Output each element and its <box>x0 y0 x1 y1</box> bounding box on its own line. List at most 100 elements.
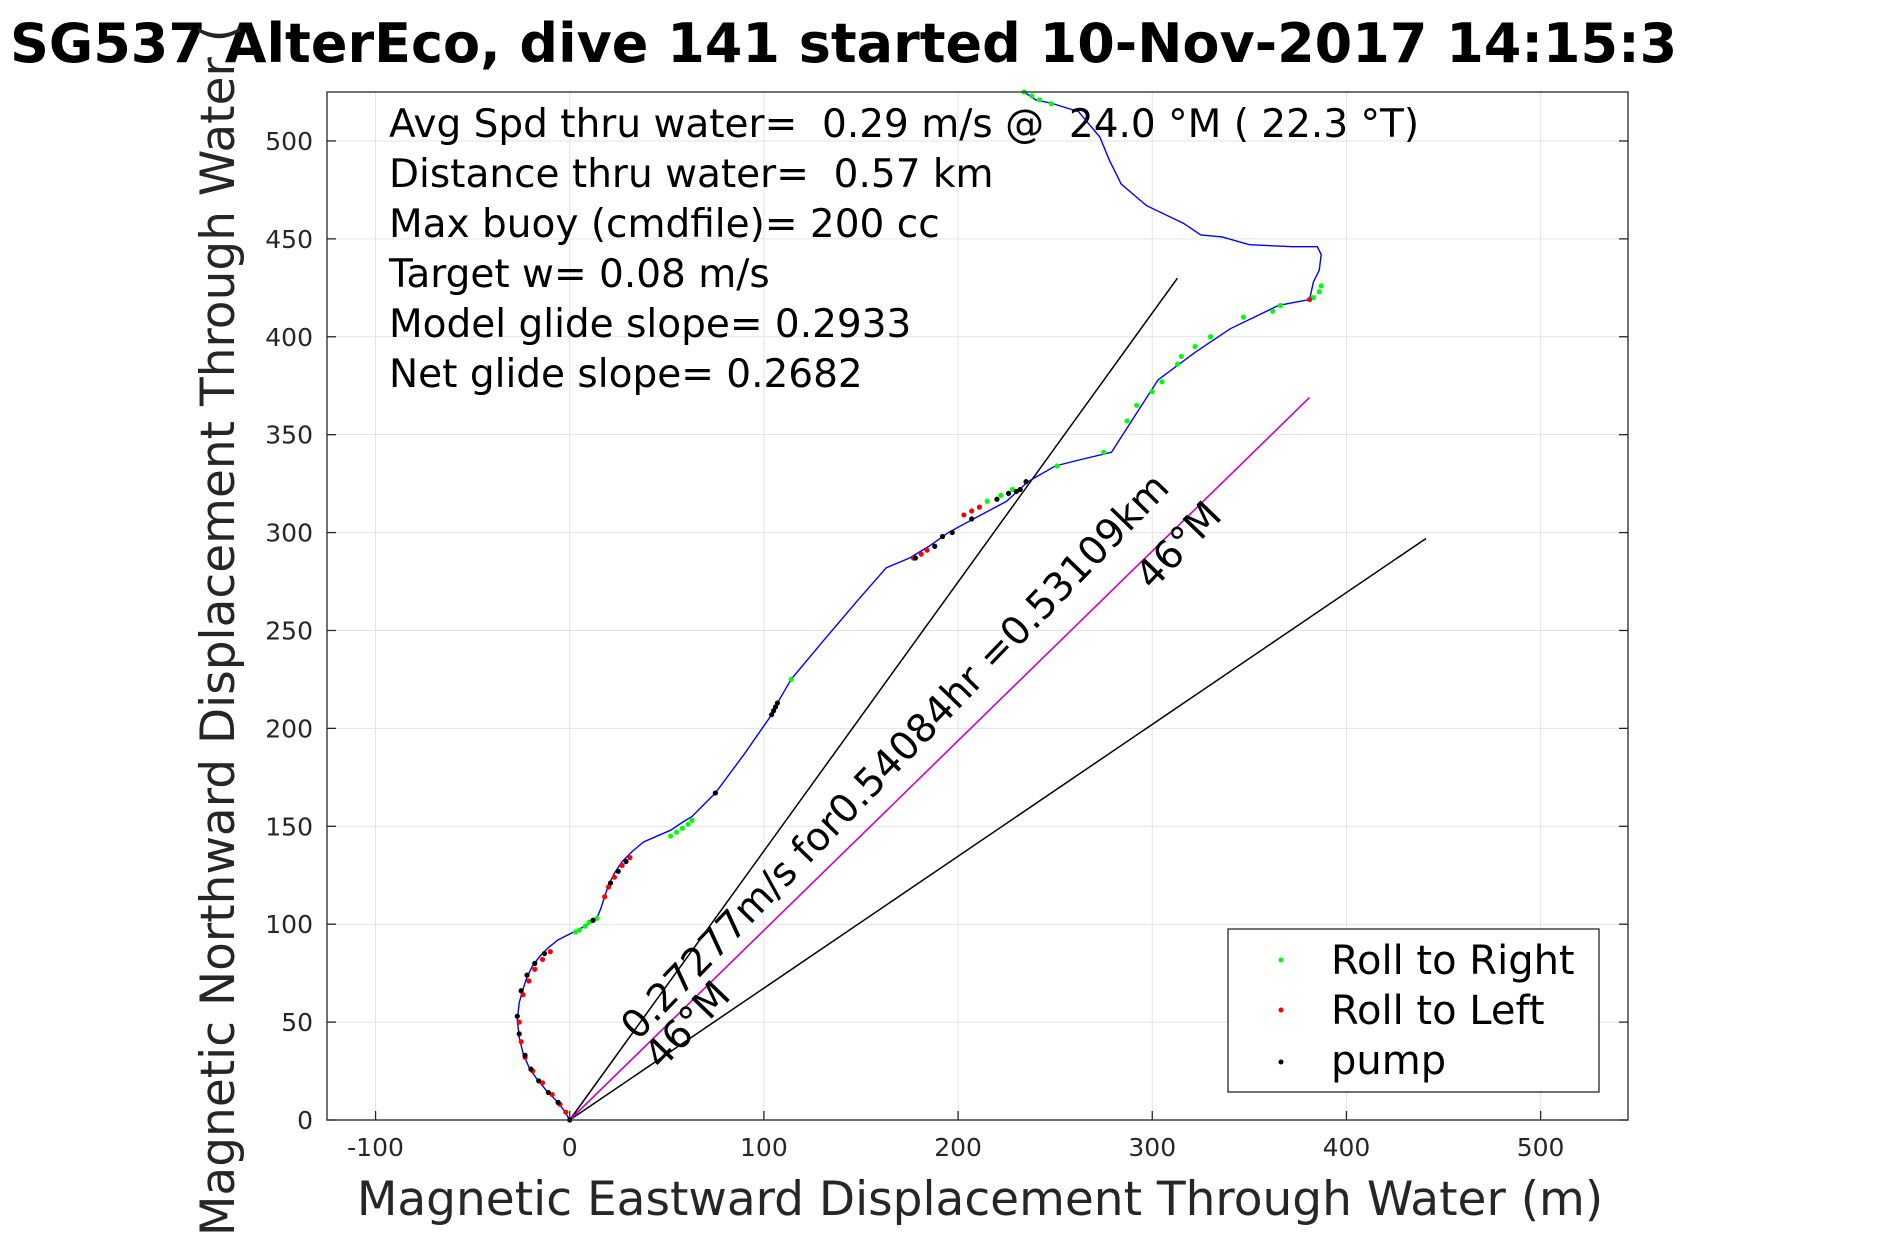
roll-to-right-marker <box>1037 97 1043 103</box>
y-tick-label: 300 <box>265 519 313 548</box>
x-tick-label: -100 <box>347 1133 404 1162</box>
roll-to-right-marker <box>1124 418 1130 424</box>
roll-to-left-marker <box>539 956 546 963</box>
roll-to-right-marker <box>582 923 588 929</box>
legend-label-pump: pump <box>1331 1038 1446 1084</box>
pump-marker <box>912 555 918 561</box>
pump-marker <box>522 1052 528 1058</box>
pump-marker <box>932 543 938 549</box>
reference-line-1 <box>569 537 1427 1121</box>
roll-to-left-marker <box>602 894 608 900</box>
info-line-distance: Distance thru water= 0.57 km <box>389 152 993 197</box>
y-tick-label: 400 <box>265 323 313 352</box>
roll-to-right-marker <box>1149 388 1155 395</box>
legend-label-roll-right: Roll to Right <box>1331 938 1575 984</box>
x-tick-label: 200 <box>934 1133 982 1162</box>
roll-to-left-marker <box>961 512 967 518</box>
roll-to-right-marker <box>1054 463 1060 469</box>
roll-to-left-marker <box>976 504 983 510</box>
roll-to-left-marker <box>924 547 930 553</box>
pump-marker <box>516 1031 522 1037</box>
pump-marker <box>514 1013 520 1019</box>
roll-to-right-marker <box>1192 343 1198 350</box>
y-tick-label: 150 <box>265 812 313 841</box>
roll-to-right-marker <box>1178 353 1184 359</box>
roll-to-right-marker <box>594 915 600 921</box>
y-tick-label: 350 <box>265 421 313 450</box>
x-tick-label: 400 <box>1323 1133 1371 1162</box>
pump-marker <box>769 712 775 718</box>
y-tick-labels: 0 50 100 150 200 250 300 350 400 450 500 <box>265 127 313 1135</box>
roll-to-right-marker <box>1174 361 1181 367</box>
roll-to-right-marker <box>1310 295 1317 301</box>
pump-marker <box>615 868 621 874</box>
info-line-target-w: Target w= 0.08 m/s <box>388 252 770 297</box>
x-tick-label: 300 <box>1128 1133 1176 1162</box>
pump-marker <box>771 708 777 714</box>
pump-marker <box>939 533 946 540</box>
info-text-block: Avg Spd thru water= 0.29 m/s @ 24.0 °M (… <box>388 102 1419 397</box>
roll-to-right-marker <box>679 825 685 831</box>
info-line-avg-speed: Avg Spd thru water= 0.29 m/s @ 24.0 °M (… <box>389 102 1419 147</box>
pump-marker <box>541 950 548 957</box>
net-displacement-line <box>569 396 1311 1121</box>
roll-to-left-marker <box>518 1039 524 1045</box>
roll-to-right-marker <box>572 929 579 935</box>
roll-to-right-marker <box>1207 334 1214 340</box>
pump-marker <box>1023 479 1029 485</box>
y-tick-label: 450 <box>265 225 313 254</box>
pump-marker <box>994 496 1000 502</box>
roll-to-right-marker <box>1270 308 1276 314</box>
glider-track-line <box>516 91 1322 1121</box>
info-line-model-glide: Model glide slope= 0.2933 <box>389 302 911 347</box>
roll-to-left-marker <box>526 978 532 984</box>
series-lines <box>516 91 1322 1121</box>
y-tick-label: 0 <box>297 1106 313 1135</box>
roll-to-left-marker <box>627 855 633 861</box>
roll-to-left-marker <box>539 1080 546 1086</box>
roll-to-right-marker <box>689 817 695 824</box>
legend-box <box>1227 928 1600 1093</box>
roll-to-right-marker <box>1316 289 1322 295</box>
pump-marker <box>772 704 779 710</box>
roll-to-right-marker <box>586 919 592 925</box>
roll-to-right-marker <box>576 927 583 933</box>
roll-to-left-marker <box>549 1091 555 1098</box>
y-axis-label: Magnetic Northward Displacement Through … <box>191 24 246 1236</box>
x-axis-label: Magnetic Eastward Displacement Through W… <box>357 1172 1603 1227</box>
x-tick-label: 100 <box>740 1133 788 1162</box>
roll-to-left-marker <box>619 862 625 869</box>
pump-marker <box>555 1099 561 1105</box>
info-line-max-buoy: Max buoy (cmdfile)= 200 cc <box>389 202 940 247</box>
info-line-net-glide: Net glide slope= 0.2682 <box>389 352 863 397</box>
markers <box>514 89 1324 1123</box>
y-tick-label: 250 <box>265 616 313 645</box>
legend-marker-roll-left <box>1278 1007 1284 1013</box>
roll-to-left-marker <box>516 1019 522 1025</box>
roll-to-left-marker <box>969 508 975 514</box>
roll-to-left-marker <box>547 949 553 955</box>
pump-marker <box>528 1066 534 1072</box>
roll-to-right-marker <box>788 676 794 683</box>
roll-to-left-marker <box>605 884 612 890</box>
pump-marker <box>518 988 524 994</box>
pump-marker <box>1017 486 1023 493</box>
x-tick-labels: -100 0 100 200 300 400 500 <box>347 1133 1564 1162</box>
roll-to-right-marker <box>1240 314 1247 320</box>
pump-marker <box>607 880 614 886</box>
roll-to-right-marker <box>1048 101 1054 107</box>
pump-marker <box>1005 490 1012 497</box>
roll-to-right-marker <box>1009 486 1016 493</box>
roll-to-right-marker <box>1029 93 1035 99</box>
roll-to-left-marker <box>611 874 617 880</box>
pump-marker <box>545 1089 551 1096</box>
pump-marker <box>590 917 596 923</box>
roll-to-left-marker <box>563 1109 569 1115</box>
roll-to-right-marker <box>673 829 680 835</box>
legend-marker-pump <box>1278 1059 1284 1065</box>
legend: Roll to Right Roll to Left pump <box>1227 928 1600 1093</box>
reference-lines <box>569 277 1427 1121</box>
roll-to-right-marker <box>998 492 1004 498</box>
roll-to-left-marker <box>520 992 526 998</box>
